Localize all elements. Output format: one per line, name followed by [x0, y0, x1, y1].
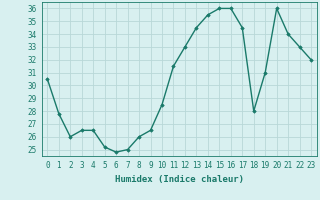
X-axis label: Humidex (Indice chaleur): Humidex (Indice chaleur) — [115, 175, 244, 184]
